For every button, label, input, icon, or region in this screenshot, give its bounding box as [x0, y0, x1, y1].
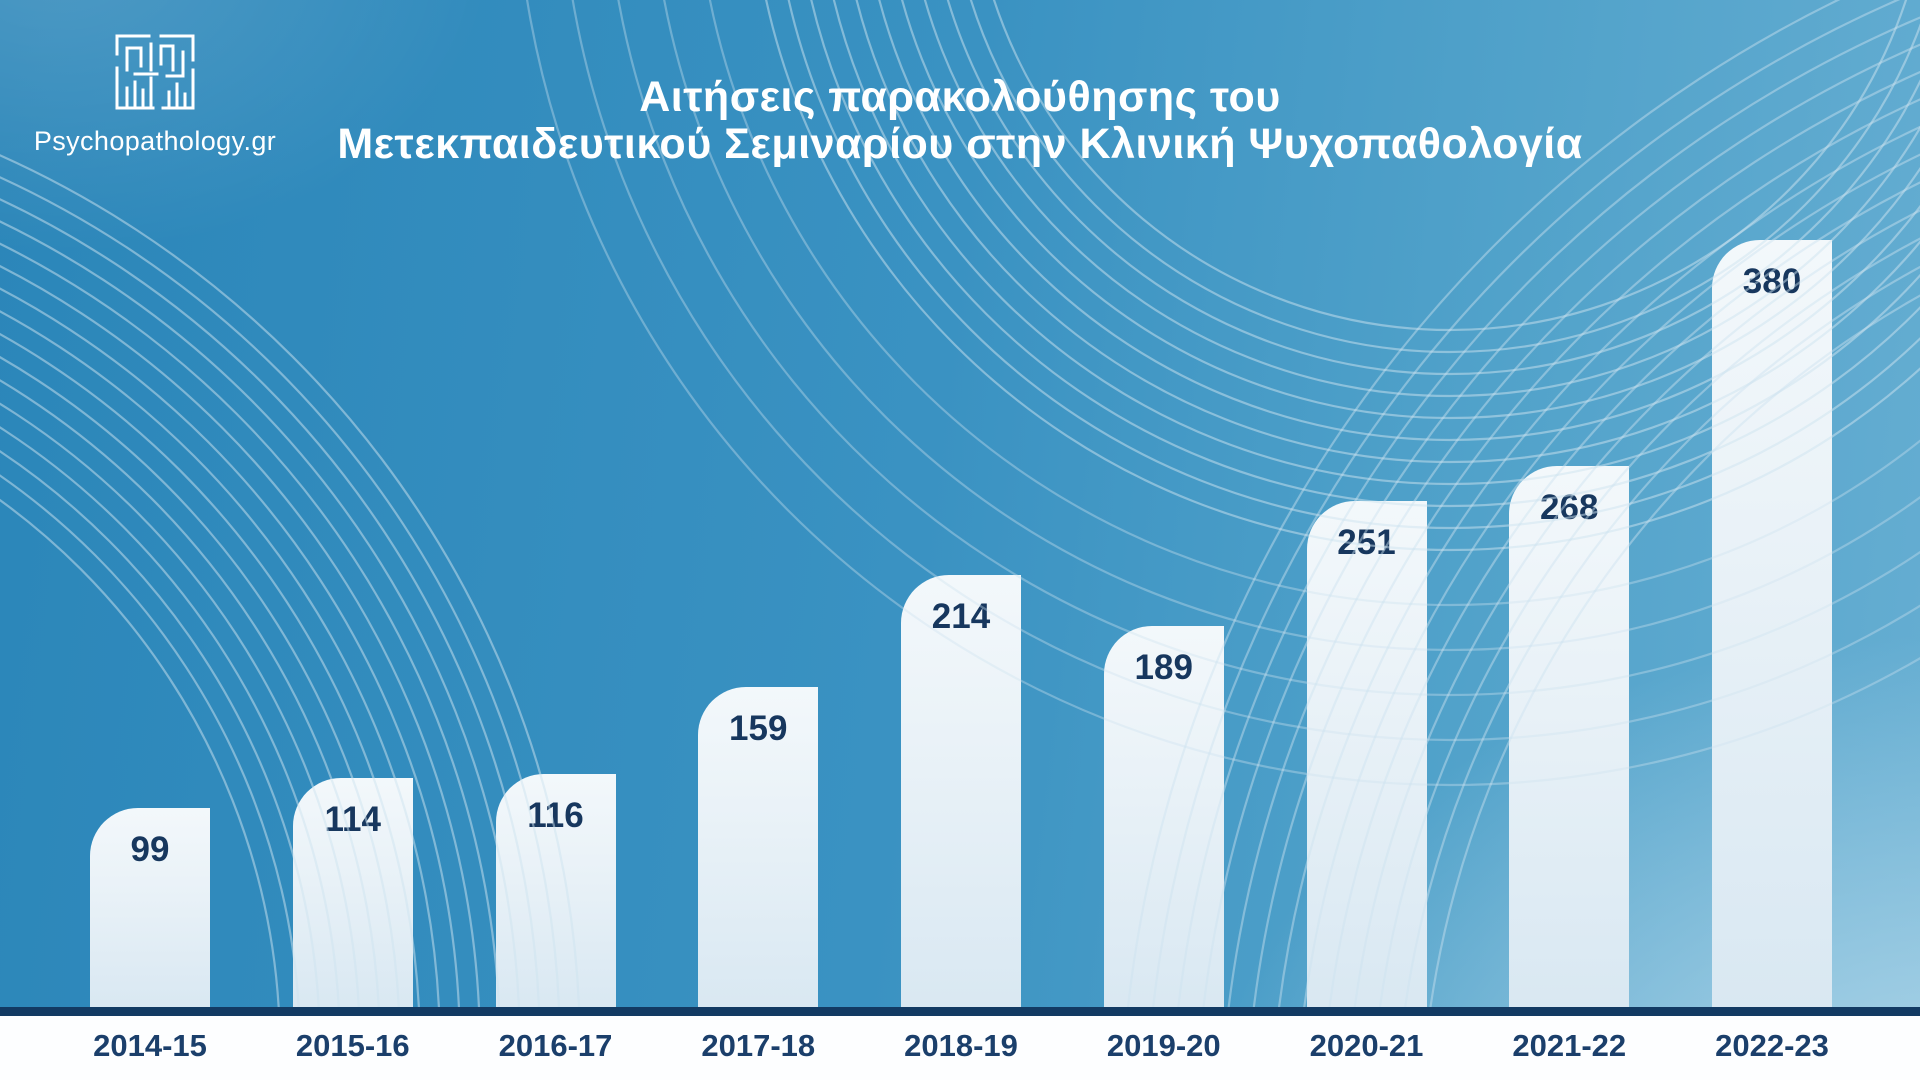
- bar-value-label: 99: [130, 830, 170, 869]
- logo-brand-text: Psychopathology.gr: [33, 126, 277, 156]
- bar-value-label: 268: [1540, 488, 1599, 527]
- bar-value-label: 116: [527, 796, 584, 835]
- bar-value-label: 214: [931, 597, 991, 636]
- bar: 189: [1103, 626, 1224, 1008]
- x-axis-label: 2019-20: [1106, 1028, 1221, 1063]
- chart-title-line1: Αιτήσεις παρακολούθησης του: [639, 73, 1281, 121]
- bar: 159: [698, 687, 819, 1008]
- x-axis-label-strip: [0, 1016, 1920, 1080]
- x-axis-label: 2022-23: [1715, 1028, 1829, 1063]
- bar: 380: [1712, 240, 1832, 1008]
- bar: 116: [495, 774, 616, 1008]
- bar-value-label: 189: [1134, 648, 1193, 687]
- x-axis-label: 2021-22: [1512, 1028, 1627, 1063]
- bar: 251: [1306, 501, 1427, 1008]
- chart-title-line2: Μετεκπαιδευτικού Σεμιναρίου στην Κλινική…: [337, 120, 1583, 168]
- x-axis-label: 2017-18: [701, 1028, 816, 1063]
- bar-value-label: 114: [324, 800, 381, 839]
- x-axis-label: 2018-19: [904, 1028, 1018, 1063]
- bar-value-label: 159: [729, 709, 788, 748]
- bar: 114: [292, 778, 413, 1008]
- chart-title: Αιτήσεις παρακολούθησης του Μετεκπαιδευτ…: [0, 74, 1920, 168]
- bar-value-label: 251: [1337, 523, 1396, 562]
- maze-logo-icon: [115, 34, 195, 110]
- bar-value-label: 380: [1742, 262, 1802, 301]
- bar: 268: [1509, 466, 1630, 1008]
- x-axis-label: 2016-17: [498, 1028, 613, 1063]
- x-axis-label: 2015-16: [295, 1028, 410, 1063]
- bar: 214: [901, 575, 1021, 1008]
- bar: 99: [90, 808, 210, 1008]
- x-axis-label: 2014-15: [93, 1028, 207, 1063]
- x-axis-label: 2020-21: [1309, 1028, 1424, 1063]
- logo: Psychopathology.gr: [30, 26, 280, 157]
- x-axis-line: [0, 1007, 1920, 1016]
